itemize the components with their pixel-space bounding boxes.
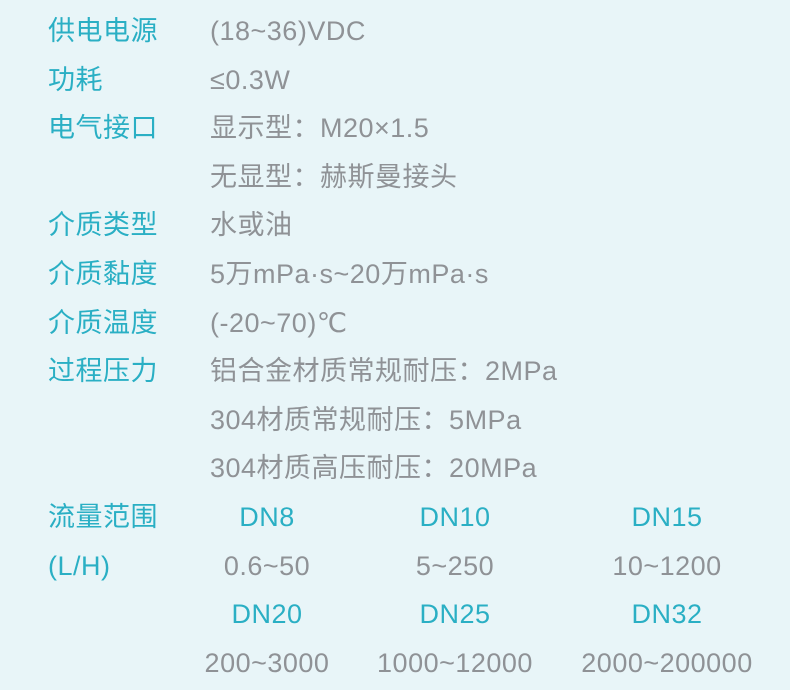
flow-range-value: 0.6~50 [223,550,311,581]
spec-label-empty [0,153,210,202]
spec-label-empty [0,396,210,445]
flow-range-unit-label: (L/H) [48,550,111,581]
spec-value: 5万mPa·s~20万mPa·s [210,258,489,289]
flow-range-value: 5~250 [415,550,495,581]
flow-dn-header: DN10 [419,501,491,532]
flow-range-value: 10~1200 [612,550,722,581]
spec-label: 介质黏度 [48,258,158,289]
spec-value: ≤0.3W [210,64,291,95]
flow-range-header-row-2: DN20 DN25 DN32 [0,590,790,639]
spec-value: 304材质常规耐压：5MPa [210,404,522,435]
spec-label: 供电电源 [48,16,158,46]
flow-dn-header: DN32 [631,599,703,630]
spec-row-medium-type: 介质类型 水或油 [0,201,790,250]
flow-range-value: 1000~12000 [377,647,533,678]
spec-label: 介质温度 [48,307,158,338]
spec-value: 水或油 [210,210,293,241]
spec-row-electrical-interface: 电气接口 显示型：M20×1.5 [0,104,790,153]
spec-row-power-consumption: 功耗 ≤0.3W [0,56,790,105]
flow-range-value: 200~3000 [204,647,330,678]
spec-label: 功耗 [48,64,103,95]
flow-range-header-row-1: 流量范围 DN8 DN10 DN15 [0,493,790,542]
spec-label: 电气接口 [48,113,158,144]
spec-row-medium-viscosity: 介质黏度 5万mPa·s~20万mPa·s [0,250,790,299]
spec-row-process-pressure-line3: 304材质高压耐压：20MPa [0,444,790,493]
spec-row-medium-temperature: 介质温度 (-20~70)℃ [0,299,790,348]
spec-value: 无显型：赫斯曼接头 [210,161,458,192]
spec-value: (18~36)VDC [210,16,366,46]
flow-range-value-row-2: 200~3000 1000~12000 2000~200000 [0,639,790,688]
flow-range-label: 流量范围 [48,501,158,532]
spec-row-process-pressure-line2: 304材质常规耐压：5MPa [0,396,790,445]
spec-label: 过程压力 [48,356,158,387]
spec-value: 显示型：M20×1.5 [210,113,430,144]
spec-value: (-20~70)℃ [210,307,348,338]
spec-value: 304材质高压耐压：20MPa [210,453,538,484]
spec-label-empty [0,444,210,493]
flow-range-value: 2000~200000 [581,647,753,678]
flow-dn-header: DN8 [239,501,295,532]
flow-dn-header: DN25 [419,599,491,630]
spec-row-electrical-interface-line2: 无显型：赫斯曼接头 [0,153,790,202]
flow-range-value-row-1: (L/H) 0.6~50 5~250 10~1200 [0,542,790,591]
spec-value: 铝合金材质常规耐压：2MPa [210,356,558,387]
spec-label: 介质类型 [48,210,158,241]
flow-dn-header: DN20 [231,599,303,630]
spec-row-power-supply: 供电电源 (18~36)VDC [0,7,790,56]
flow-dn-header: DN15 [631,501,703,532]
spec-row-process-pressure: 过程压力 铝合金材质常规耐压：2MPa [0,347,790,396]
